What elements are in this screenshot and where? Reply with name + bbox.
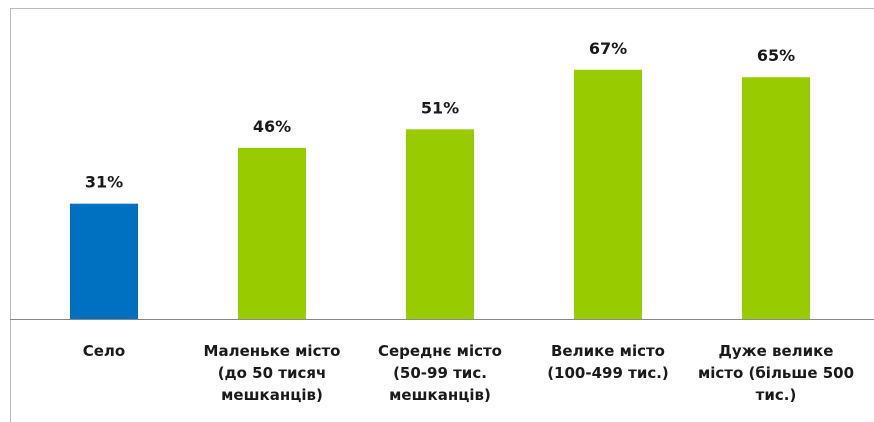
value-label: 31% xyxy=(85,173,123,192)
bar xyxy=(406,129,474,319)
x-tick-label: Село xyxy=(82,342,126,360)
bar xyxy=(238,147,306,319)
bar xyxy=(742,77,810,319)
bar xyxy=(574,69,642,319)
x-tick-label: Дуже велике місто (більше 500 тис.) xyxy=(697,342,855,404)
chart-frame xyxy=(10,8,874,422)
value-label: 65% xyxy=(757,46,795,65)
value-label: 51% xyxy=(421,98,459,117)
bar xyxy=(70,203,138,319)
x-tick-label: Велике місто (100-499 тис.) xyxy=(547,342,669,382)
x-tick-label: Середнє місто (50-99 тис. мешканців) xyxy=(378,342,502,404)
value-label: 46% xyxy=(253,117,291,136)
x-tick-label: Маленьке місто (до 50 тисяч мешканців) xyxy=(203,342,341,404)
value-label: 67% xyxy=(589,39,627,58)
